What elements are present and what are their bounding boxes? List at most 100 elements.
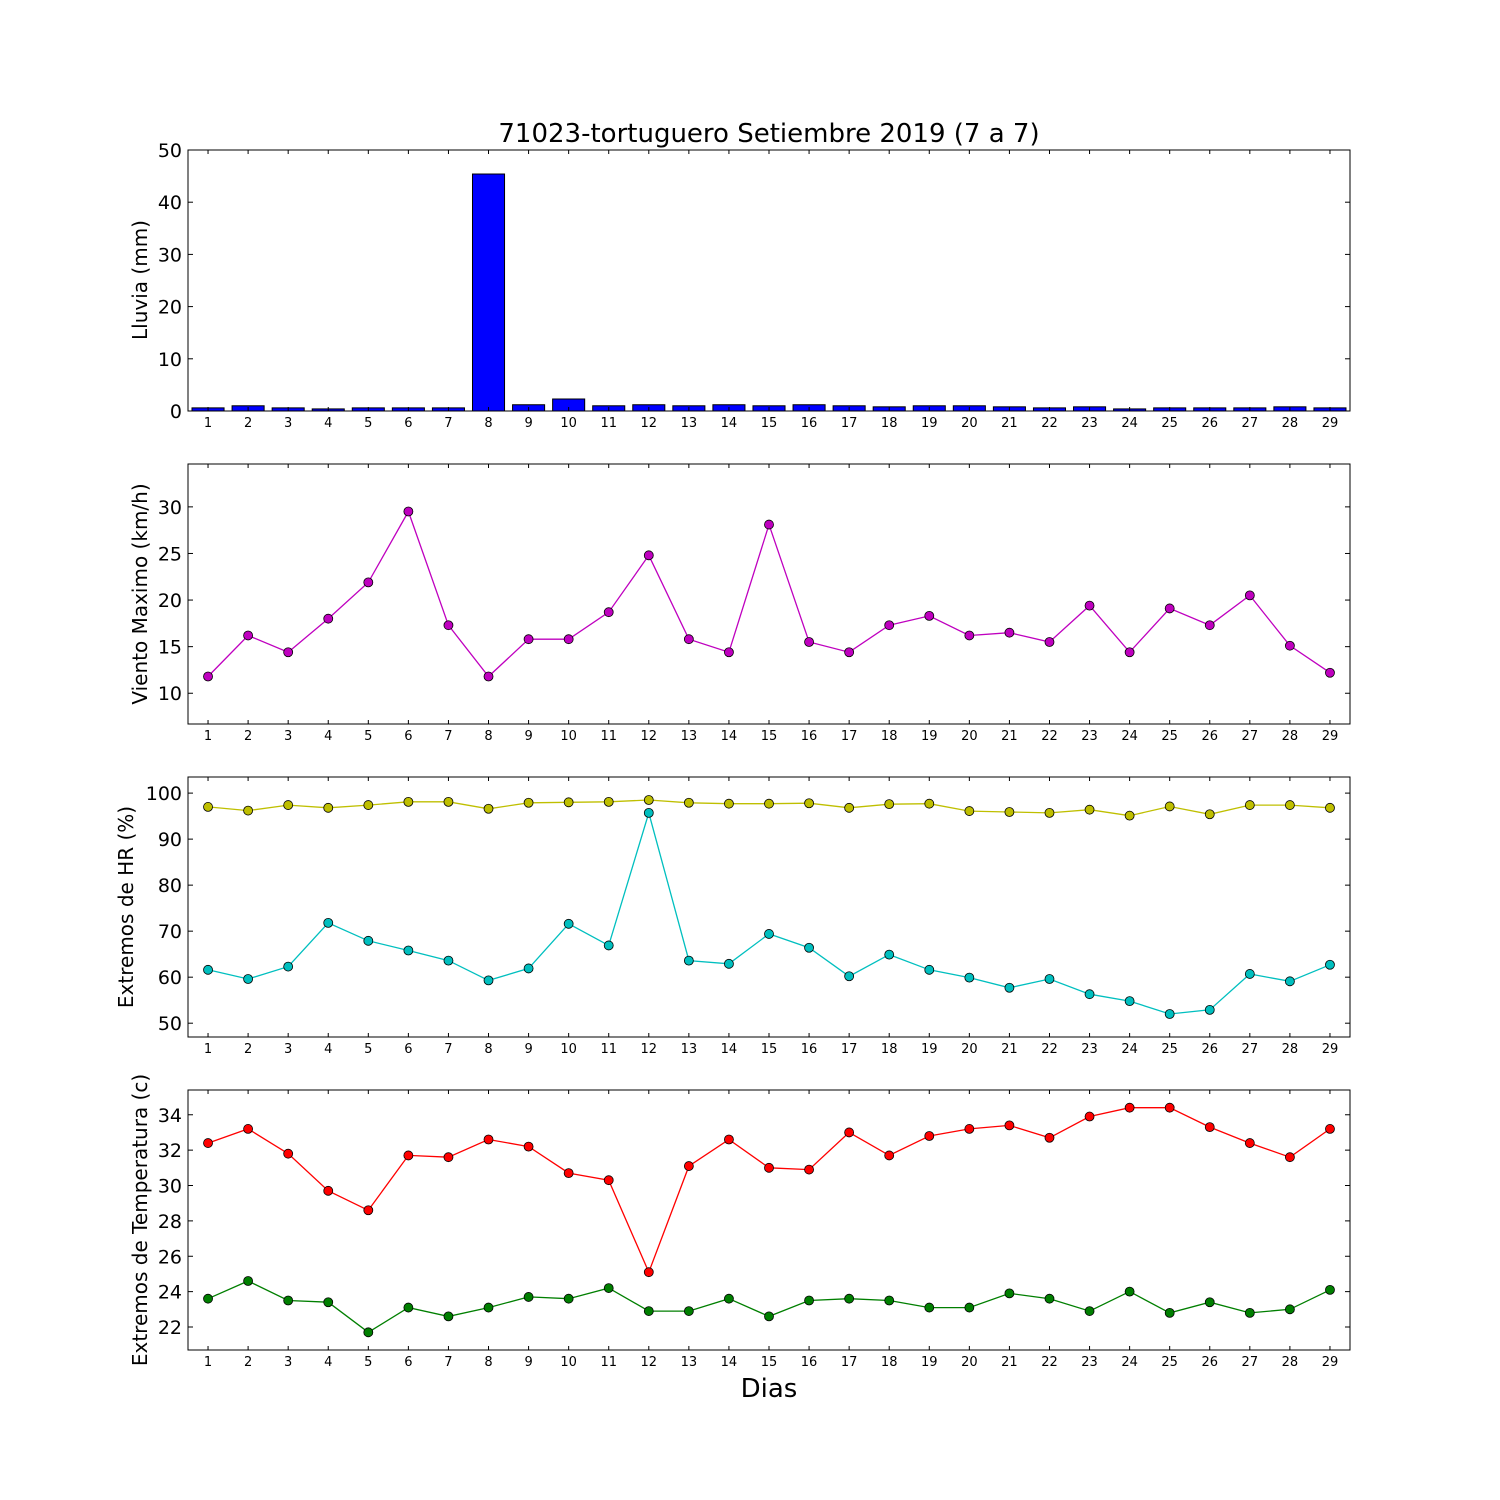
temperature-xtick-label: 4 — [324, 1355, 332, 1370]
temperature-xtick-label: 5 — [364, 1355, 372, 1370]
temperature-series-point-1 — [603, 1175, 614, 1186]
temperature-xtick-label: 18 — [881, 1355, 898, 1370]
humidity-series-point-2 — [764, 929, 774, 939]
temperature-xtick-label: 19 — [921, 1355, 938, 1370]
temperature-xtick-label: 25 — [1161, 1355, 1178, 1370]
wind-yticks: 10 15 20 25 30 — [158, 497, 1350, 705]
temperature-series-point-1 — [483, 1134, 494, 1145]
humidity-series-point-2 — [924, 964, 935, 975]
temperature-series-point-1 — [203, 1138, 213, 1148]
wind-series-point-1 — [804, 637, 814, 647]
wind-ytick-label: 25 — [158, 543, 182, 565]
humidity-xtick-label: 2 — [244, 1042, 252, 1057]
wind-series-point-1 — [643, 550, 654, 561]
humidity-series-point-1 — [1325, 802, 1335, 813]
temperature-xtick-label: 6 — [404, 1355, 412, 1370]
wind-series-point-1 — [1084, 600, 1095, 611]
temperature-xtick-label: 15 — [761, 1355, 778, 1370]
temperature-xtick-label: 14 — [721, 1355, 738, 1370]
wind-series-point-1 — [523, 634, 534, 645]
humidity-yticks: 50 60 70 80 90 100 — [146, 783, 1350, 1035]
temperature-xtick-label: 28 — [1282, 1355, 1299, 1370]
rain-xtick-label: 13 — [681, 416, 698, 431]
rain-xtick-label: 22 — [1041, 416, 1058, 431]
temperature-series-point-1 — [1124, 1102, 1135, 1113]
wind-ytick-label: 30 — [158, 497, 182, 519]
temperature-series-point-2 — [603, 1283, 614, 1293]
rain-xtick-label: 20 — [961, 416, 978, 431]
humidity-series-point-1 — [1004, 807, 1015, 817]
temperature-ytick-label: 28 — [158, 1211, 182, 1233]
humidity-series-point-1 — [563, 797, 574, 808]
temperature-xtick-label: 26 — [1201, 1355, 1218, 1370]
wind-xtick-label: 3 — [284, 729, 292, 744]
humidity-series-point-2 — [683, 955, 694, 966]
humidity-series-point-2 — [523, 963, 534, 974]
humidity-series-point-1 — [1164, 801, 1175, 812]
humidity-xticks: 1 2 3 4 5 6 7 8 9 10 11 12 13 14 15 16 17 18 19 20 21 22 23 24 2… — [204, 777, 1338, 1057]
wind-series-point-1 — [1244, 590, 1255, 601]
temperature-series-point-2 — [323, 1297, 334, 1308]
rain-xtick-label: 12 — [641, 416, 658, 431]
humidity-ytick-label: 100 — [146, 783, 182, 805]
rain-xtick-label: 27 — [1242, 416, 1259, 431]
wind-xtick-label: 4 — [324, 729, 332, 744]
rain-ylabel: Lluvia (mm) — [128, 220, 152, 340]
humidity-xtick-label: 19 — [921, 1042, 938, 1057]
temperature-series-point-2 — [1004, 1288, 1015, 1299]
rain-xtick-label: 9 — [524, 416, 532, 431]
wind-ytick-label: 15 — [158, 637, 182, 659]
temperature-xtick-label: 7 — [444, 1355, 452, 1370]
humidity-series-point-2 — [964, 972, 975, 983]
temperature-series-point-2 — [1044, 1293, 1055, 1304]
temperature-xtick-label: 11 — [600, 1355, 617, 1370]
wind-xtick-label: 8 — [484, 729, 492, 744]
humidity-series-point-2 — [844, 971, 855, 982]
temperature-series-point-2 — [1244, 1307, 1255, 1318]
temperature-series-point-2 — [1325, 1284, 1335, 1295]
humidity-xtick-label: 11 — [600, 1042, 617, 1057]
rain-ytick-label: 30 — [158, 244, 182, 266]
wind-xtick-label: 24 — [1121, 729, 1138, 744]
temperature-series-point-2 — [283, 1295, 294, 1306]
temperature-xtick-label: 1 — [204, 1355, 212, 1370]
rain-xtick-label: 15 — [761, 416, 778, 431]
temperature-series-point-1 — [1004, 1120, 1015, 1131]
temperature-series-point-1 — [283, 1148, 294, 1159]
temperature-xtick-label: 3 — [284, 1355, 292, 1370]
temperature-xtick-label: 10 — [560, 1355, 577, 1370]
humidity-xtick-label: 14 — [721, 1042, 738, 1057]
wind-series-point-1 — [1044, 637, 1055, 647]
wind-xtick-label: 28 — [1282, 729, 1299, 744]
humidity-series-point-2 — [603, 940, 614, 951]
temperature-series-point-2 — [804, 1295, 814, 1306]
humidity-series-point-2 — [243, 974, 254, 984]
wind-xtick-label: 17 — [841, 729, 858, 744]
humidity-ytick-label: 80 — [158, 875, 182, 897]
humidity-series-point-2 — [203, 964, 213, 975]
temperature-xtick-label: 21 — [1001, 1355, 1018, 1370]
humidity-xtick-label: 9 — [524, 1042, 532, 1057]
temperature-xtick-label: 13 — [681, 1355, 698, 1370]
humidity-series-point-1 — [964, 806, 975, 816]
temperature-panel: Extremos de Temperatura (c) 222426283032… — [128, 1074, 1351, 1370]
humidity-series-point-2 — [1084, 989, 1095, 1000]
temperature-xtick-label: 9 — [524, 1355, 532, 1370]
humidity-series-point-2 — [884, 949, 895, 960]
rain-xtick-label: 8 — [484, 416, 492, 431]
humidity-series-point-2 — [1124, 996, 1135, 1007]
humidity-series-point-2 — [483, 975, 494, 986]
temperature-series-point-2 — [764, 1311, 774, 1322]
wind-series-point-1 — [884, 620, 895, 631]
humidity-series-point-1 — [363, 800, 374, 810]
humidity-series-point-1 — [643, 795, 654, 805]
humidity-xtick-label: 21 — [1001, 1042, 1018, 1057]
wind-series-point-1 — [844, 647, 855, 658]
temperature-series-point-1 — [683, 1161, 694, 1171]
humidity-xtick-label: 17 — [841, 1042, 858, 1057]
rain-ytick-label: 20 — [158, 297, 182, 319]
humidity-series-point-1 — [1284, 800, 1295, 810]
wind-series-point-1 — [1004, 627, 1015, 638]
